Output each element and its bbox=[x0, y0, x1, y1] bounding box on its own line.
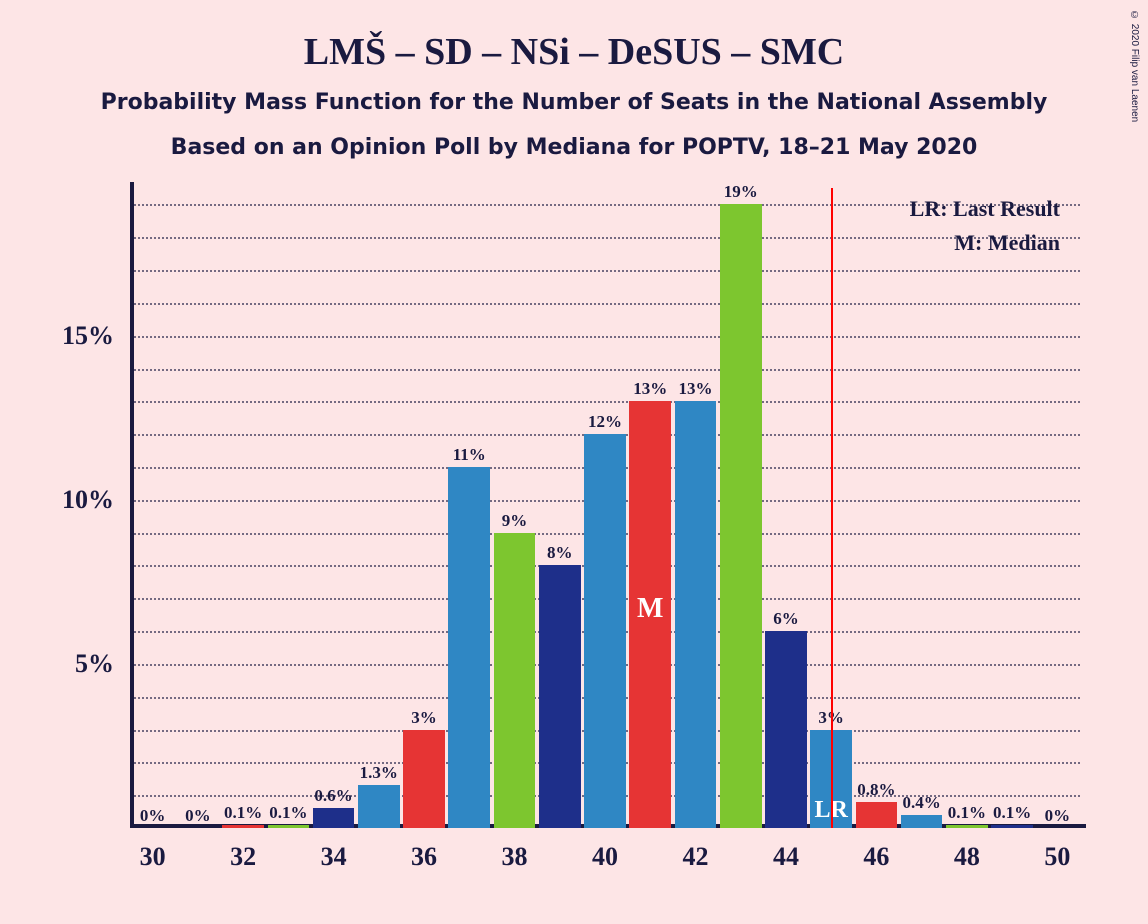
x-tick-label: 34 bbox=[321, 842, 347, 872]
bar: 8% bbox=[539, 565, 581, 828]
grid-line bbox=[130, 401, 1080, 403]
bar-value-label: 0.1% bbox=[269, 803, 307, 823]
bar-value-label: 6% bbox=[773, 609, 799, 629]
grid-line bbox=[130, 336, 1080, 338]
last-result-line bbox=[831, 188, 833, 828]
bar: 3% bbox=[403, 730, 445, 828]
bar-value-label: 3% bbox=[411, 708, 437, 728]
y-tick-label: 5% bbox=[75, 649, 114, 679]
bar-value-label: 11% bbox=[453, 445, 486, 465]
bar-value-label: 12% bbox=[588, 412, 622, 432]
median-marker: M bbox=[637, 593, 663, 625]
bar: 0.1% bbox=[268, 825, 310, 828]
bar-value-label: 19% bbox=[724, 182, 758, 202]
x-tick-label: 44 bbox=[773, 842, 799, 872]
x-tick-label: 36 bbox=[411, 842, 437, 872]
bar-value-label: 0.1% bbox=[993, 803, 1031, 823]
bar-value-label: 0.1% bbox=[948, 803, 986, 823]
bar-value-label: 0% bbox=[1045, 806, 1071, 826]
bar-value-label: 0.8% bbox=[857, 780, 895, 800]
bar-value-label: 1.3% bbox=[360, 763, 398, 783]
grid-line bbox=[130, 270, 1080, 272]
bar: 13% bbox=[675, 401, 717, 828]
bar-value-label: 8% bbox=[547, 543, 573, 563]
bar: 11% bbox=[448, 467, 490, 828]
x-tick-label: 46 bbox=[863, 842, 889, 872]
grid-line bbox=[130, 303, 1080, 305]
bar-value-label: 0.4% bbox=[903, 793, 941, 813]
x-tick-label: 38 bbox=[502, 842, 528, 872]
bar: 0.1% bbox=[991, 825, 1033, 828]
chart-title: LMŠ – SD – NSi – DeSUS – SMC bbox=[0, 30, 1148, 74]
bar-value-label: 0% bbox=[140, 806, 166, 826]
bar-value-label: 13% bbox=[678, 379, 712, 399]
x-tick-label: 42 bbox=[682, 842, 708, 872]
bar: 19% bbox=[720, 204, 762, 828]
bar-value-label: 9% bbox=[502, 511, 528, 531]
bar: 0.4% bbox=[901, 815, 943, 828]
bar-value-label: 0.1% bbox=[224, 803, 262, 823]
bar-value-label: 13% bbox=[633, 379, 667, 399]
legend-median: M: Median bbox=[954, 230, 1060, 256]
y-tick-label: 10% bbox=[62, 485, 114, 515]
bar: 12% bbox=[584, 434, 626, 828]
chart-subtitle-1: Probability Mass Function for the Number… bbox=[0, 90, 1148, 115]
plot-area: 5%10%15%30323436384042444648500%0%0.1%0.… bbox=[130, 188, 1080, 828]
bar: 13%M bbox=[629, 401, 671, 828]
bar: 0.6% bbox=[313, 808, 355, 828]
bar: 0.8% bbox=[856, 802, 898, 828]
bar: 0.1% bbox=[946, 825, 988, 828]
chart-subtitle-2: Based on an Opinion Poll by Mediana for … bbox=[0, 135, 1148, 160]
legend-last-result: LR: Last Result bbox=[910, 196, 1060, 222]
x-tick-label: 50 bbox=[1044, 842, 1070, 872]
bar: 0.1% bbox=[222, 825, 264, 828]
x-tick-label: 48 bbox=[954, 842, 980, 872]
grid-line bbox=[130, 237, 1080, 239]
bar: 9% bbox=[494, 533, 536, 828]
bar: 1.3% bbox=[358, 785, 400, 828]
y-tick-label: 15% bbox=[62, 321, 114, 351]
x-tick-label: 30 bbox=[140, 842, 166, 872]
bar-value-label: 0% bbox=[185, 806, 211, 826]
x-tick-label: 32 bbox=[230, 842, 256, 872]
bar-value-label: 0.6% bbox=[314, 786, 352, 806]
x-tick-label: 40 bbox=[592, 842, 618, 872]
bar: 6% bbox=[765, 631, 807, 828]
grid-line bbox=[130, 369, 1080, 371]
